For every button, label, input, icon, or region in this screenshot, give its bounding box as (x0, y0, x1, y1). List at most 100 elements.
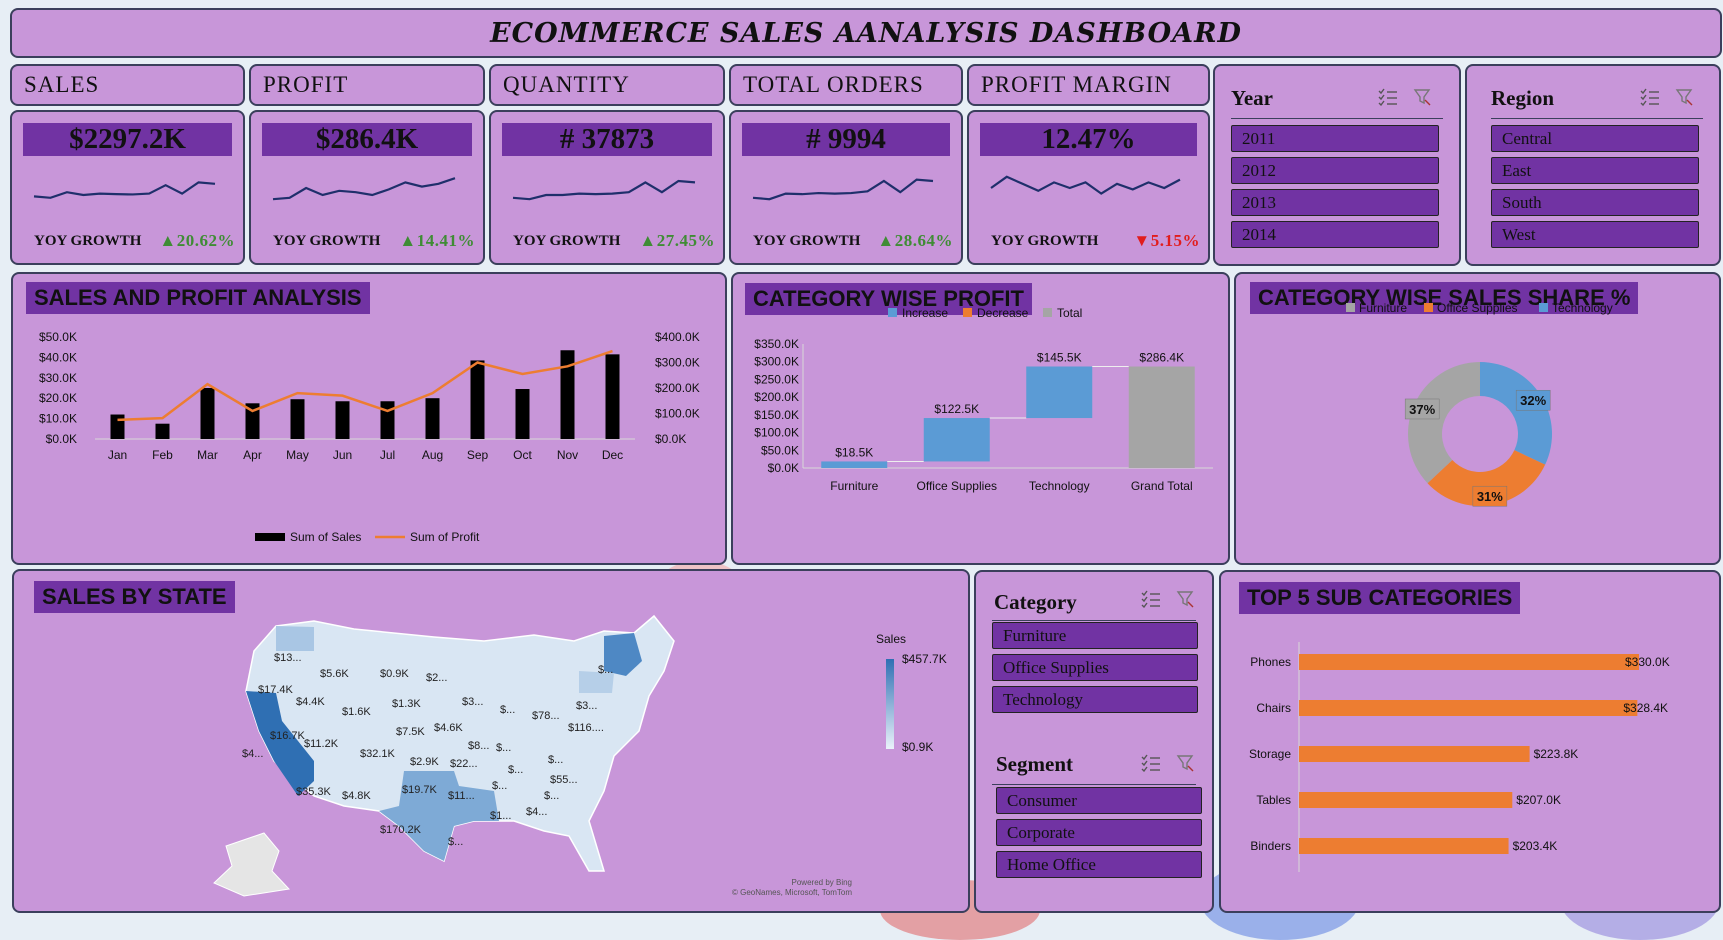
category-profit-chart: $0.0K $50.0K $100.0K $150.0K $200.0K $250.0K $… (754, 306, 1213, 493)
profit-line (117, 349, 613, 422)
data-label: $328.4K (1623, 701, 1668, 715)
data-label: $145.5K (1037, 350, 1082, 364)
sparkline-path (512, 179, 696, 201)
dashboard-title-bar: ECOMMERCE SALES AANALYSIS DASHBOARD (10, 8, 1722, 58)
region-slicer-item[interactable]: East (1491, 157, 1699, 184)
state-washington (276, 626, 314, 651)
multi-select-icon[interactable] (1639, 88, 1661, 111)
kpi-sparkline (512, 179, 696, 201)
y-right-tick: $100.0K (655, 407, 700, 421)
slice-label-box (1472, 485, 1508, 507)
clear-filter-icon[interactable] (1176, 590, 1194, 613)
slicer-divider (1491, 118, 1703, 119)
state-value-label: $170.2K (380, 824, 422, 836)
y-left-tick: $10.0K (39, 412, 77, 426)
region-slicer-title: Region (1491, 86, 1554, 110)
sales-bar (155, 423, 170, 439)
sparkline-path (752, 178, 934, 201)
kpi-value: $286.4K (262, 123, 472, 156)
donut-slice (1427, 450, 1546, 506)
y-tick: $350.0K (754, 337, 799, 351)
map-legend-max: $457.7K (902, 652, 947, 666)
y-tick: $250.0K (754, 372, 799, 386)
legend-profit: Sum of Profit (410, 530, 480, 544)
category-slicer-item[interactable]: Technology (992, 686, 1198, 713)
year-slicer-item[interactable]: 2011 (1231, 125, 1439, 152)
top5-title: TOP 5 SUB CATEGORIES (1239, 582, 1521, 614)
us-states-shape (245, 614, 675, 872)
category-share-title: CATEGORY WISE SALES SHARE % (1250, 282, 1639, 314)
category-slicer-item[interactable]: Furniture (992, 622, 1198, 649)
y-tick: Storage (1249, 747, 1291, 761)
sales-bar (110, 414, 125, 439)
clear-filter-icon[interactable] (1413, 88, 1431, 111)
sparkline-path (990, 175, 1181, 195)
y-tick: $0.0K (768, 461, 799, 475)
year-slicer-item[interactable]: 2014 (1231, 221, 1439, 248)
year-slicer: Year 2011 2012 2013 2014 (1213, 64, 1461, 266)
data-label: $18.5K (835, 445, 873, 459)
state-alaska (213, 832, 291, 897)
clear-filter-icon[interactable] (1176, 754, 1194, 777)
data-label: $203.4K (1513, 839, 1558, 853)
legend-entry: Total (1057, 306, 1082, 320)
multi-select-icon[interactable] (1140, 590, 1162, 613)
legend-swatch (1043, 308, 1052, 317)
yoy-label: YOY GROWTH (34, 232, 142, 249)
category-profit-panel: CATEGORY WISE PROFIT $0.0K $50.0K $100.0K $… (731, 272, 1230, 565)
category-segment-panel: Category Furniture Office Supplies Technol… (974, 570, 1214, 913)
state-value-label: $... (548, 754, 563, 766)
multi-select-icon[interactable] (1377, 88, 1399, 111)
slicer-divider (992, 620, 1196, 621)
category-slicer-title: Category (994, 590, 1077, 614)
year-slicer-item[interactable]: 2012 (1231, 157, 1439, 184)
us-map[interactable]: $13... $5.6K $0.9K $2... $... $17.4K$4.4K $1.6… (14, 571, 968, 911)
segment-slicer-title: Segment (996, 752, 1073, 776)
region-slicer: Region Central East South West (1465, 64, 1721, 266)
sales-bar (290, 399, 305, 439)
multi-select-icon[interactable] (1140, 754, 1162, 777)
x-tick: Jul (380, 448, 395, 462)
kpi-card: $286.4K YOY GROWTH ▲14.41% (249, 110, 485, 265)
state-value-label: $32.1K (360, 748, 396, 760)
state-value-label: $4... (242, 748, 263, 760)
kpi-value: 12.47% (980, 123, 1197, 156)
state-value-label: $2... (426, 672, 447, 684)
clear-filter-icon[interactable] (1675, 88, 1693, 111)
region-slicer-item[interactable]: South (1491, 189, 1699, 216)
kpi-value: # 37873 (502, 123, 712, 156)
state-value-label: $55... (550, 774, 578, 786)
region-slicer-item[interactable]: West (1491, 221, 1699, 248)
sales-profit-panel: SALES AND PROFIT ANALYSIS $0.0K $10.0K $20… (11, 272, 727, 565)
y-left-tick: $20.0K (39, 391, 77, 405)
year-slicer-icons (1377, 88, 1431, 111)
sales-bar (380, 401, 395, 439)
year-slicer-item[interactable]: 2013 (1231, 189, 1439, 216)
kpi-yoy: YOY GROWTH ▲14.41% (273, 231, 475, 251)
sub-category-bar (1299, 654, 1639, 670)
kpi-label: TOTAL ORDERS (729, 64, 963, 106)
state-value-label: $7.5K (396, 726, 425, 738)
waterfall-bar (821, 461, 888, 468)
data-label: $330.0K (1625, 655, 1670, 669)
sales-bar (335, 401, 350, 439)
state-value-label: $8... (468, 740, 489, 752)
region-slicer-item[interactable]: Central (1491, 125, 1699, 152)
sales-bar (470, 360, 485, 439)
sales-bar (560, 350, 575, 439)
state-texas (379, 771, 499, 861)
category-slicer-item[interactable]: Office Supplies (992, 654, 1198, 681)
segment-slicer-item[interactable]: Consumer (996, 787, 1202, 814)
sub-category-bar (1299, 792, 1513, 808)
segment-slicer-item[interactable]: Home Office (996, 851, 1202, 878)
top5-panel: TOP 5 SUB CATEGORIES Phones $330.0K Chairs… (1219, 570, 1721, 913)
y-left-tick: $0.0K (46, 432, 77, 446)
segment-slicer-item[interactable]: Corporate (996, 819, 1202, 846)
y-left-tick: $50.0K (39, 330, 77, 344)
state-value-label: $22... (450, 758, 478, 770)
sparkline-path (33, 181, 216, 199)
slice-label: 37% (1409, 402, 1435, 417)
x-tick: Jun (333, 448, 352, 462)
state-value-label: $0.9K (380, 668, 409, 680)
x-tick: Office Supplies (917, 479, 998, 493)
